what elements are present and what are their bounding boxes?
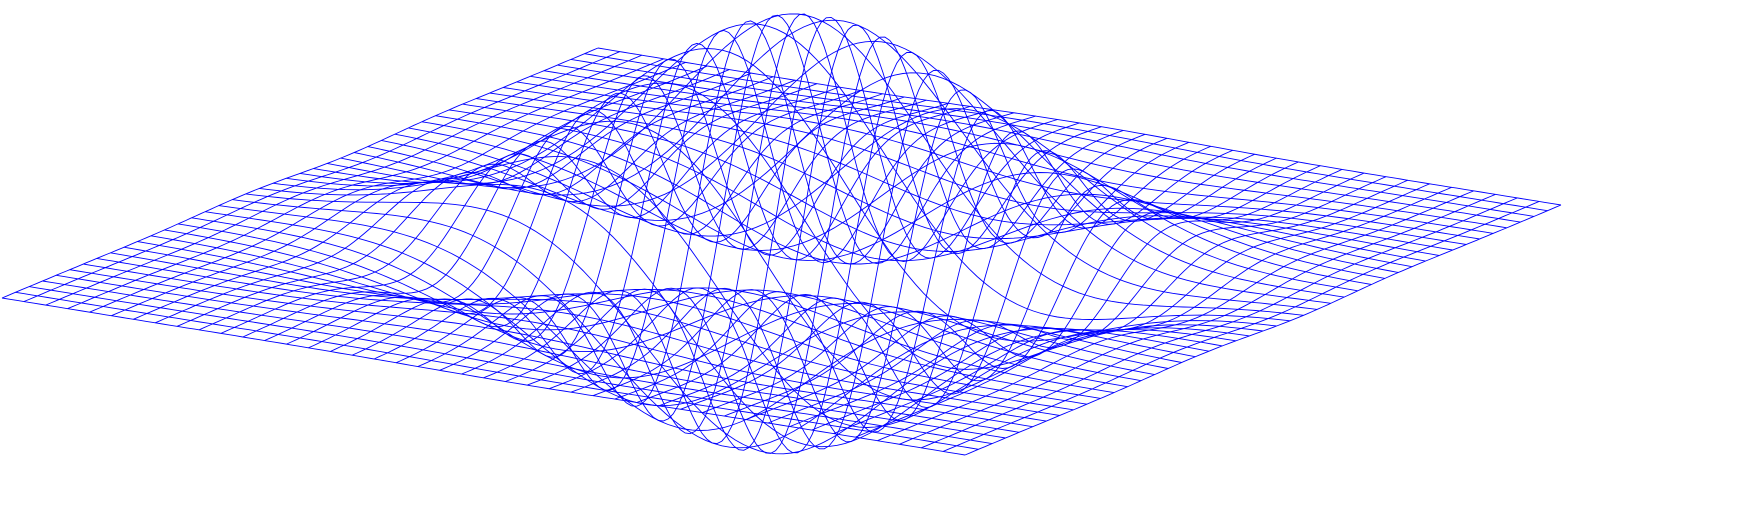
mesh-line [1, 47, 599, 299]
mesh-line [330, 75, 927, 352]
mesh-line [462, 103, 1426, 262]
mesh-line [767, 172, 1365, 424]
mesh-line [367, 40, 1331, 304]
mesh-line [570, 58, 1534, 217]
mesh-line [964, 204, 1562, 456]
mesh-line [354, 19, 1318, 310]
mesh-line [286, 93, 883, 345]
mesh-line [855, 186, 1452, 438]
mesh-line [448, 109, 1413, 268]
mesh-line [421, 121, 1385, 279]
mesh-line [680, 157, 1277, 410]
mesh-line [489, 92, 1453, 251]
mesh-line [503, 87, 1467, 245]
mesh-line [549, 51, 1146, 454]
mesh-line [29, 286, 993, 445]
mesh-line [435, 115, 1399, 273]
mesh-line [178, 223, 1142, 382]
mesh-line [877, 190, 1474, 442]
mesh-line [313, 48, 1277, 342]
mesh-line [42, 280, 1006, 439]
mesh-line [191, 217, 1155, 379]
mesh-line [327, 23, 1291, 322]
mesh-line [789, 176, 1387, 427]
mesh-line [702, 161, 1299, 414]
mesh-line [557, 64, 1521, 223]
mesh-line [516, 81, 1480, 240]
mesh-line [597, 47, 1562, 206]
mesh-line [921, 197, 1518, 449]
mesh-line [56, 274, 1020, 433]
mesh-line [461, 13, 1058, 435]
mesh-line [543, 70, 1507, 229]
mesh-line [530, 75, 1494, 234]
mesh-line [408, 127, 1372, 285]
mesh-line [476, 98, 1440, 256]
mesh-line [67, 58, 664, 310]
mesh-line [899, 193, 1496, 445]
mesh-line [833, 183, 1430, 435]
mesh-line [584, 53, 1548, 212]
mesh-line [394, 108, 1358, 292]
mesh-line [111, 65, 708, 317]
mesh-line [811, 179, 1408, 431]
mesh-line [381, 72, 1345, 298]
mesh-line [942, 201, 1540, 452]
mesh-line [724, 165, 1321, 417]
mesh-line [570, 69, 1168, 450]
mesh-line [745, 168, 1343, 421]
mesh-line [636, 130, 1233, 421]
